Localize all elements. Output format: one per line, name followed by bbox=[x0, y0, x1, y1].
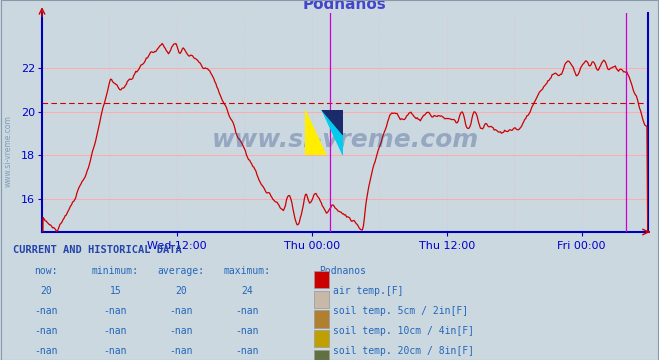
Text: 24: 24 bbox=[241, 286, 253, 296]
Text: www.si-vreme.com: www.si-vreme.com bbox=[3, 115, 13, 187]
Text: -nan: -nan bbox=[34, 346, 58, 356]
Text: -nan: -nan bbox=[103, 346, 127, 356]
Text: soil temp. 20cm / 8in[F]: soil temp. 20cm / 8in[F] bbox=[333, 346, 474, 356]
Polygon shape bbox=[322, 110, 343, 155]
Text: -nan: -nan bbox=[235, 346, 259, 356]
Text: Podnanos: Podnanos bbox=[320, 266, 366, 276]
Text: 15: 15 bbox=[109, 286, 121, 296]
Text: -nan: -nan bbox=[169, 346, 193, 356]
Text: 20: 20 bbox=[175, 286, 187, 296]
Text: -nan: -nan bbox=[34, 306, 58, 316]
Title: Podnanos: Podnanos bbox=[303, 0, 387, 12]
Text: -nan: -nan bbox=[235, 306, 259, 316]
Text: -nan: -nan bbox=[235, 326, 259, 336]
Text: -nan: -nan bbox=[169, 326, 193, 336]
Text: www.si-vreme.com: www.si-vreme.com bbox=[212, 128, 478, 152]
Text: maximum:: maximum: bbox=[223, 266, 271, 276]
Polygon shape bbox=[305, 110, 326, 155]
Text: -nan: -nan bbox=[169, 306, 193, 316]
Text: now:: now: bbox=[34, 266, 58, 276]
Text: CURRENT AND HISTORICAL DATA: CURRENT AND HISTORICAL DATA bbox=[13, 245, 182, 255]
Text: 20: 20 bbox=[40, 286, 52, 296]
Text: soil temp. 5cm / 2in[F]: soil temp. 5cm / 2in[F] bbox=[333, 306, 468, 316]
Text: -nan: -nan bbox=[103, 306, 127, 316]
Text: -nan: -nan bbox=[34, 326, 58, 336]
Polygon shape bbox=[322, 110, 343, 135]
Text: average:: average: bbox=[158, 266, 205, 276]
Text: -nan: -nan bbox=[103, 326, 127, 336]
Text: minimum:: minimum: bbox=[92, 266, 139, 276]
Text: soil temp. 10cm / 4in[F]: soil temp. 10cm / 4in[F] bbox=[333, 326, 474, 336]
Text: air temp.[F]: air temp.[F] bbox=[333, 286, 403, 296]
